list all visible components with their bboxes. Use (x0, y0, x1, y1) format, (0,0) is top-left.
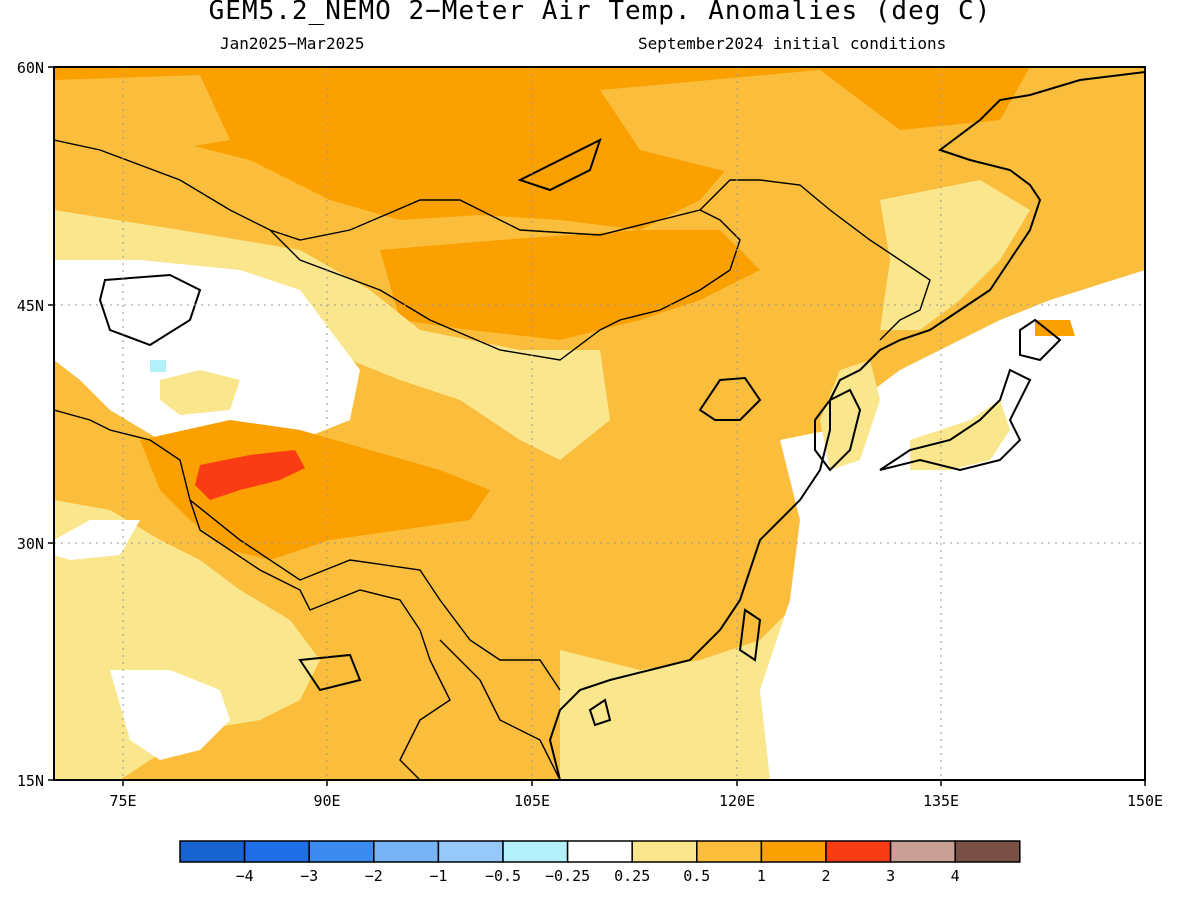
lat-label-30n: 30N (17, 535, 44, 553)
field-neutral-tarim (54, 260, 360, 450)
colorbar-swatch (954, 840, 1021, 863)
initial-conditions: September2024 initial conditions (638, 34, 947, 53)
field-05-1-nw (54, 75, 230, 150)
field-025-05-manchuria (880, 180, 1030, 330)
field-025-05-patch (160, 370, 240, 415)
field-025-05-india (54, 500, 320, 780)
colorbar-swatch (179, 840, 246, 863)
colorbar-label: −1 (429, 867, 447, 885)
coastlines (98, 71, 1145, 780)
lon-label-75e: 75E (109, 792, 136, 810)
lat-label-60n: 60N (17, 59, 44, 77)
lat-label-45n: 45N (17, 297, 44, 315)
field-05-1-ne (600, 70, 1030, 200)
colorbar-swatch (308, 840, 375, 863)
colorbar-label: −0.5 (485, 867, 521, 885)
colorbar-swatch (437, 840, 504, 863)
colorbar-label: 3 (886, 867, 895, 885)
field-1-2-north (54, 67, 1030, 230)
colorbar-swatch (631, 840, 698, 863)
colorbar-swatch (889, 840, 956, 863)
borders (54, 139, 931, 780)
colorbar-swatch (566, 840, 633, 863)
field-neutral-india-nw (54, 520, 140, 560)
field-1-2-tibet (140, 420, 490, 560)
field-neutral-ocean (760, 270, 1145, 780)
colorbar-label: 0.5 (683, 867, 710, 885)
colorbar-label: −3 (300, 867, 318, 885)
lon-label-150e: 150E (1127, 792, 1163, 810)
colorbar-label: 0.25 (614, 867, 650, 885)
colorbar-swatch (696, 840, 763, 863)
field-neutral-india-s (110, 670, 230, 760)
colorbar-label: 4 (951, 867, 960, 885)
colorbar-swatch (825, 840, 892, 863)
map-title: GEM5.2_NEMO 2−Meter Air Temp. Anomalies … (208, 0, 992, 26)
colorbar-label: −4 (236, 867, 254, 885)
colorbar-label: 2 (821, 867, 830, 885)
map-border (53, 66, 1146, 781)
field-japan (910, 400, 1010, 470)
colorbar: −4 −3 −2 −1 −0.5 −0.25 0.25 0.5 1 2 3 4 (179, 840, 1021, 885)
colorbar-label: 1 (757, 867, 766, 885)
lon-label-135e: 135E (923, 792, 959, 810)
colorbar-swatch (243, 840, 310, 863)
tick-marks (48, 66, 1146, 786)
forecast-period: Jan2025−Mar2025 (220, 34, 365, 53)
colorbar-swatch (760, 840, 827, 863)
anomaly-fields (54, 67, 1145, 780)
lat-label-15n: 15N (17, 772, 44, 790)
field-2-3-tibet (195, 450, 305, 500)
field-korea (820, 360, 880, 470)
lon-label-105e: 105E (514, 792, 550, 810)
lon-label-120e: 120E (719, 792, 755, 810)
field-1-2-mongolia (380, 230, 760, 340)
colorbar-label: −2 (365, 867, 383, 885)
lon-label-90e: 90E (313, 792, 340, 810)
colorbar-swatch (373, 840, 440, 863)
colorbar-swatch (502, 840, 569, 863)
field-1-2-hokkaido (1035, 320, 1075, 336)
field-neg-patch (150, 360, 166, 372)
colorbar-label: −0.25 (545, 867, 590, 885)
